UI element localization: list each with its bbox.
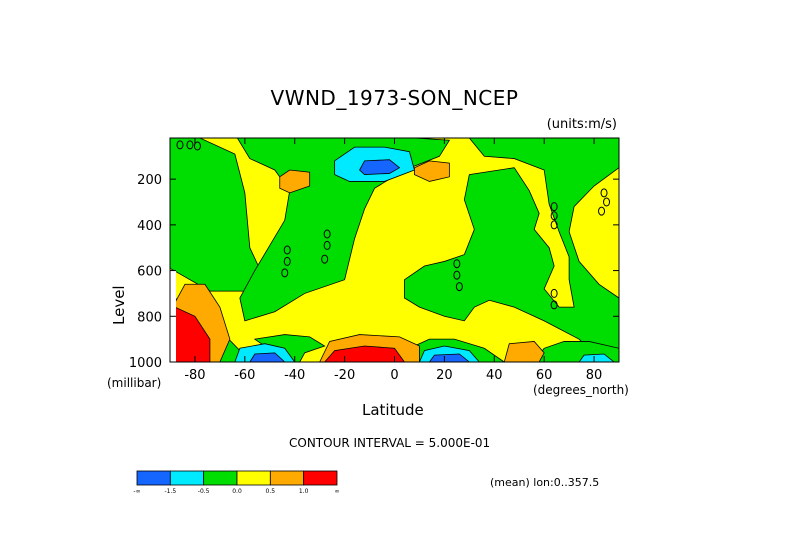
units-label: (units:m/s) xyxy=(546,117,617,132)
colorbar-label-3: 0.0 xyxy=(232,488,242,495)
x-axis-label: Latitude xyxy=(362,401,424,419)
y-axis-label-wrap: Level xyxy=(110,275,130,335)
contour-label-n13 xyxy=(550,300,558,310)
contour-label-n1 xyxy=(283,256,291,266)
region-orange-b xyxy=(414,160,450,182)
contour-label-n4 xyxy=(323,240,331,250)
colorbar-segment-0 xyxy=(136,470,171,486)
contour-label-n7 xyxy=(453,270,461,280)
contour-label-n2 xyxy=(281,268,289,278)
x-tick-label-0: 0 xyxy=(390,368,398,383)
x-tick-label-80: 80 xyxy=(586,368,603,383)
colorbar-label-2: -0.5 xyxy=(198,488,210,495)
contour-label-n3 xyxy=(323,229,331,239)
colorbar-segment-3 xyxy=(236,470,271,486)
contour-label-2 xyxy=(193,141,201,151)
x-tick-label--60: -60 xyxy=(234,368,255,383)
colorbar-label-4: 0.5 xyxy=(266,488,276,495)
contour-label-n0 xyxy=(283,245,291,255)
contour-label-n16 xyxy=(598,206,606,216)
y-tick-label-1000: 1000 xyxy=(129,356,162,371)
contour-label-n8 xyxy=(455,282,463,292)
contour-label-n15 xyxy=(603,197,611,207)
x-tick-label-20: 20 xyxy=(436,368,453,383)
x-axis-units: (degrees_north) xyxy=(533,383,629,397)
x-tick-label-60: 60 xyxy=(536,368,553,383)
x-tick-label--40: -40 xyxy=(284,368,305,383)
colorbar-label-1: -1.5 xyxy=(164,488,176,495)
contour-label-n12 xyxy=(550,288,558,298)
chart-title: VWND_1973-SON_NCEP xyxy=(270,86,519,110)
x-tick-label--80: -80 xyxy=(184,368,205,383)
colorbar-segment-2 xyxy=(203,470,238,486)
contour-label-n9 xyxy=(550,202,558,212)
x-tick-label--20: -20 xyxy=(334,368,355,383)
colorbar-segment-1 xyxy=(169,470,205,486)
contour-label-n14 xyxy=(600,188,608,198)
region-green-south xyxy=(169,137,266,292)
colorbar-segment-5 xyxy=(303,470,338,486)
contour-label-1 xyxy=(186,140,194,150)
region-green-north xyxy=(404,137,620,363)
y-axis-units: (millibar) xyxy=(107,376,162,390)
region-orange-a xyxy=(279,169,311,194)
colorbar-label-0: -∞ xyxy=(133,488,140,495)
colorbar-segment-4 xyxy=(269,470,305,486)
contour-label-n10 xyxy=(550,211,558,221)
y-tick-label-200: 200 xyxy=(137,173,162,188)
x-tick-label-40: 40 xyxy=(486,368,503,383)
contour-label-n5 xyxy=(321,254,329,264)
region-blue-upper xyxy=(359,159,401,175)
contour-interval: CONTOUR INTERVAL = 5.000E-01 xyxy=(289,436,491,450)
contour-label-n6 xyxy=(453,259,461,269)
contour-label-n11 xyxy=(550,220,558,230)
mean-label: (mean) lon:0..357.5 xyxy=(490,476,600,489)
y-tick-label-600: 600 xyxy=(137,265,162,280)
colorbar-label-5: 1.0 xyxy=(299,488,309,495)
colorbar-label-6: ∞ xyxy=(335,488,340,495)
contour-label-0 xyxy=(176,140,184,150)
y-axis-label: Level xyxy=(110,285,128,325)
y-tick-label-400: 400 xyxy=(137,219,162,234)
y-tick-label-800: 800 xyxy=(137,310,162,325)
